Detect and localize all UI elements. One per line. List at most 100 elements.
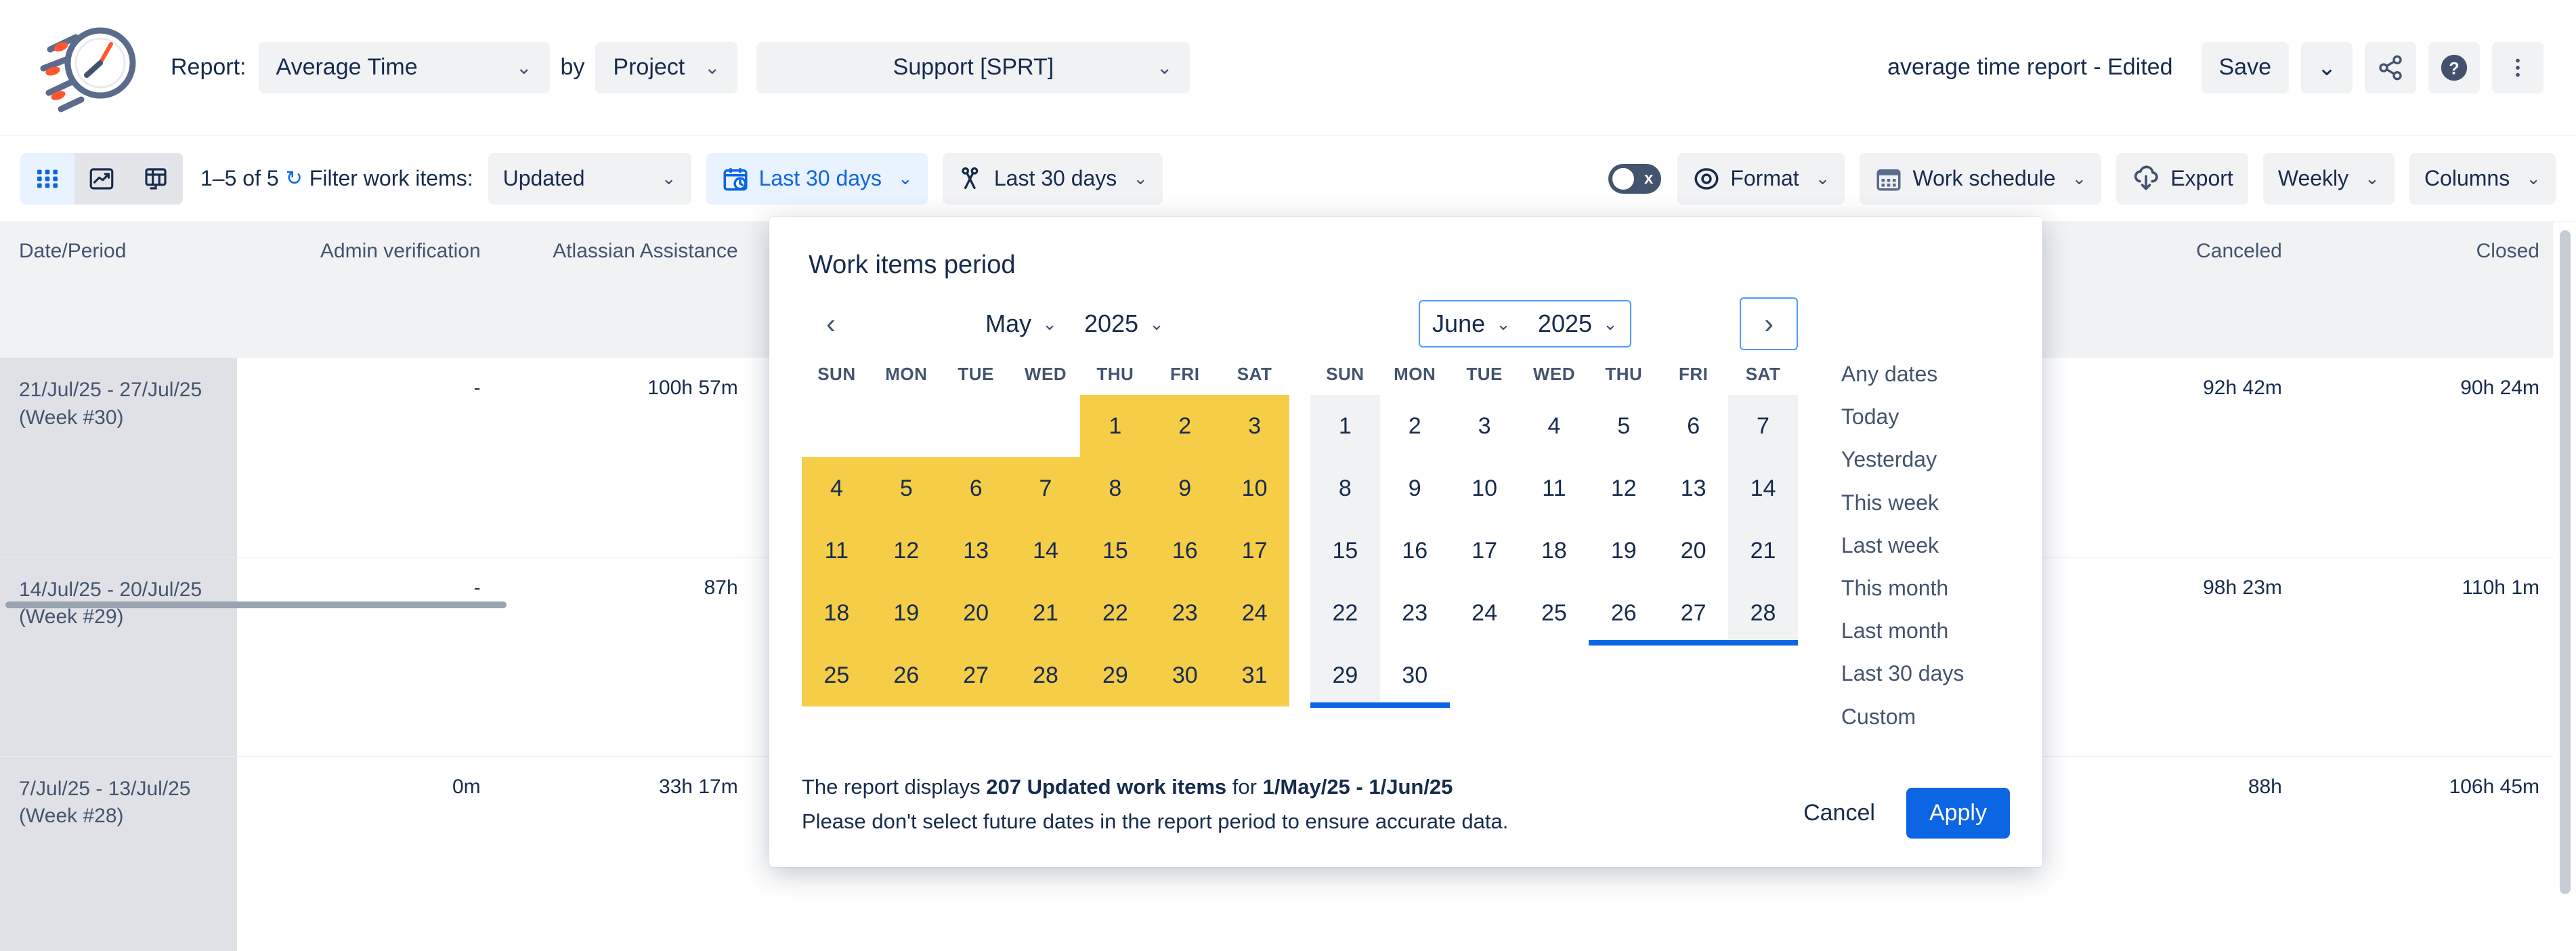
calendar-day[interactable]: 31 [1220, 644, 1290, 706]
report-type-select[interactable]: Average Time ⌄ [258, 41, 550, 93]
calendar-day[interactable]: 22 [1080, 582, 1151, 644]
calendar-day[interactable]: 7 [1010, 457, 1081, 520]
right-month-year-select[interactable]: June ⌄ 2025 ⌄ [1419, 300, 1631, 347]
calendar-day[interactable]: 12 [871, 520, 941, 582]
refresh-icon[interactable]: ↻ [285, 167, 303, 190]
calendar-day[interactable]: 21 [1728, 520, 1798, 582]
view-grid-button[interactable] [20, 152, 74, 205]
calendar-day[interactable]: 12 [1610, 475, 1637, 501]
calendar-day[interactable]: 17 [1472, 537, 1497, 564]
apply-button[interactable]: Apply [1906, 788, 2010, 839]
work-schedule-button[interactable]: Work schedule ⌄ [1860, 152, 2102, 205]
export-button[interactable]: Export [2116, 152, 2248, 205]
more-options-button[interactable] [2492, 41, 2543, 93]
preset-last-week[interactable]: Last week [1841, 532, 1939, 557]
calendar-day[interactable]: 13 [1680, 475, 1706, 501]
calendar-day[interactable]: 16 [1150, 520, 1220, 582]
calendar-day[interactable]: 15 [1310, 520, 1380, 582]
calendar-day[interactable]: 30 [1150, 644, 1220, 706]
calendar-day[interactable]: 24 [1220, 582, 1290, 644]
project-select[interactable]: Support [SPRT] ⌄ [756, 41, 1190, 93]
scope-select[interactable]: Last 30 days ⌄ [942, 152, 1163, 205]
calendar-day[interactable]: 27 [1658, 582, 1728, 646]
calendar-day[interactable]: 18 [1541, 537, 1567, 564]
calendar-day[interactable]: 1 [1080, 395, 1151, 457]
calendar-day[interactable]: 2 [1408, 413, 1421, 439]
calendar-day[interactable]: 4 [1547, 413, 1561, 439]
format-button[interactable]: Format ⌄ [1677, 152, 1845, 205]
calendar-day[interactable]: 24 [1472, 599, 1497, 626]
preset-today[interactable]: Today [1841, 404, 1899, 429]
preset-yesterday[interactable]: Yesterday [1841, 447, 1937, 472]
view-chart-button[interactable] [74, 152, 129, 205]
calendar-day[interactable]: 14 [1010, 520, 1081, 582]
calendar-day[interactable]: 13 [941, 520, 1011, 582]
calendar-day[interactable]: 18 [802, 582, 872, 644]
granularity-select[interactable]: Weekly ⌄ [2262, 152, 2395, 205]
calendar-day[interactable]: 5 [871, 457, 941, 520]
preset-last-30-days[interactable]: Last 30 days [1841, 661, 1965, 686]
calendar-day[interactable]: 8 [1310, 457, 1380, 520]
preset-custom[interactable]: Custom [1841, 704, 1916, 729]
group-by-select[interactable]: Project ⌄ [595, 41, 738, 93]
vertical-scrollbar[interactable] [2560, 230, 2571, 935]
help-button[interactable]: ? [2428, 41, 2480, 93]
calendar-day[interactable]: 1 [1310, 395, 1380, 457]
clear-toggle[interactable]: x [1608, 163, 1662, 194]
period-select[interactable]: Last 30 days ⌄ [706, 152, 928, 205]
calendar-day[interactable]: 22 [1310, 582, 1380, 644]
preset-this-week[interactable]: This week [1841, 490, 1939, 515]
calendar-day[interactable]: 9 [1150, 457, 1220, 520]
calendar-day[interactable]: 6 [941, 457, 1011, 520]
calendar-day[interactable]: 11 [802, 520, 872, 582]
calendar-day[interactable]: 3 [1478, 413, 1491, 439]
calendar-day[interactable]: 14 [1728, 457, 1798, 520]
filter-field-select[interactable]: Updated ⌄ [488, 152, 691, 205]
calendar-day[interactable]: 10 [1472, 475, 1497, 501]
column-header-admin-verification[interactable]: Admin verification [236, 222, 494, 358]
calendar-day[interactable]: 26 [1589, 582, 1659, 646]
calendar-day[interactable]: 28 [1010, 644, 1081, 706]
calendar-day[interactable]: 4 [802, 457, 872, 520]
calendar-day[interactable]: 5 [1617, 413, 1631, 439]
calendar-day[interactable]: 29 [1310, 644, 1380, 708]
preset-any-dates[interactable]: Any dates [1841, 362, 1938, 386]
view-pivot-button[interactable] [129, 152, 183, 205]
calendar-day[interactable]: 19 [1610, 537, 1637, 564]
column-header-canceled[interactable]: Canceled [2038, 222, 2296, 358]
calendar-day[interactable]: 21 [1010, 582, 1081, 644]
column-header-closed[interactable]: Closed [2295, 222, 2553, 358]
calendar-day[interactable]: 6 [1687, 413, 1700, 439]
preset-this-month[interactable]: This month [1841, 575, 1949, 600]
calendar-day[interactable]: 16 [1402, 537, 1428, 564]
calendar-day[interactable]: 2 [1150, 395, 1220, 457]
calendar-day[interactable]: 20 [1680, 537, 1706, 564]
column-header-atlassian-assistance[interactable]: Atlassian Assistance [494, 222, 752, 358]
next-month-button[interactable]: › [1739, 297, 1798, 350]
calendar-day[interactable]: 26 [871, 644, 941, 706]
column-header-date-period[interactable]: Date/Period [0, 222, 237, 358]
calendar-day[interactable]: 30 [1379, 644, 1450, 708]
calendar-day[interactable]: 11 [1542, 475, 1566, 501]
calendar-day[interactable]: 15 [1080, 520, 1151, 582]
calendar-day[interactable]: 8 [1080, 457, 1151, 520]
calendar-day[interactable]: 29 [1080, 644, 1151, 706]
calendar-day[interactable]: 23 [1402, 599, 1428, 626]
left-month-year-select[interactable]: May ⌄ 2025 ⌄ [972, 300, 1178, 347]
calendar-day[interactable]: 28 [1728, 582, 1798, 646]
calendar-day[interactable]: 19 [871, 582, 941, 644]
calendar-day[interactable]: 23 [1150, 582, 1220, 644]
save-button[interactable]: Save [2201, 41, 2289, 93]
calendar-day[interactable]: 3 [1220, 395, 1290, 457]
calendar-day[interactable]: 25 [802, 644, 872, 706]
columns-button[interactable]: Columns ⌄ [2409, 152, 2556, 205]
calendar-day[interactable]: 25 [1541, 599, 1567, 626]
vertical-scrollbar-thumb[interactable] [2560, 230, 2571, 894]
calendar-day[interactable]: 20 [941, 582, 1011, 644]
calendar-day[interactable]: 27 [941, 644, 1011, 706]
calendar-day[interactable]: 9 [1408, 475, 1421, 501]
calendar-day[interactable]: 7 [1728, 395, 1798, 457]
share-button[interactable] [2365, 41, 2416, 93]
prev-month-button[interactable]: ‹ [802, 297, 860, 350]
calendar-day[interactable]: 10 [1220, 457, 1290, 520]
